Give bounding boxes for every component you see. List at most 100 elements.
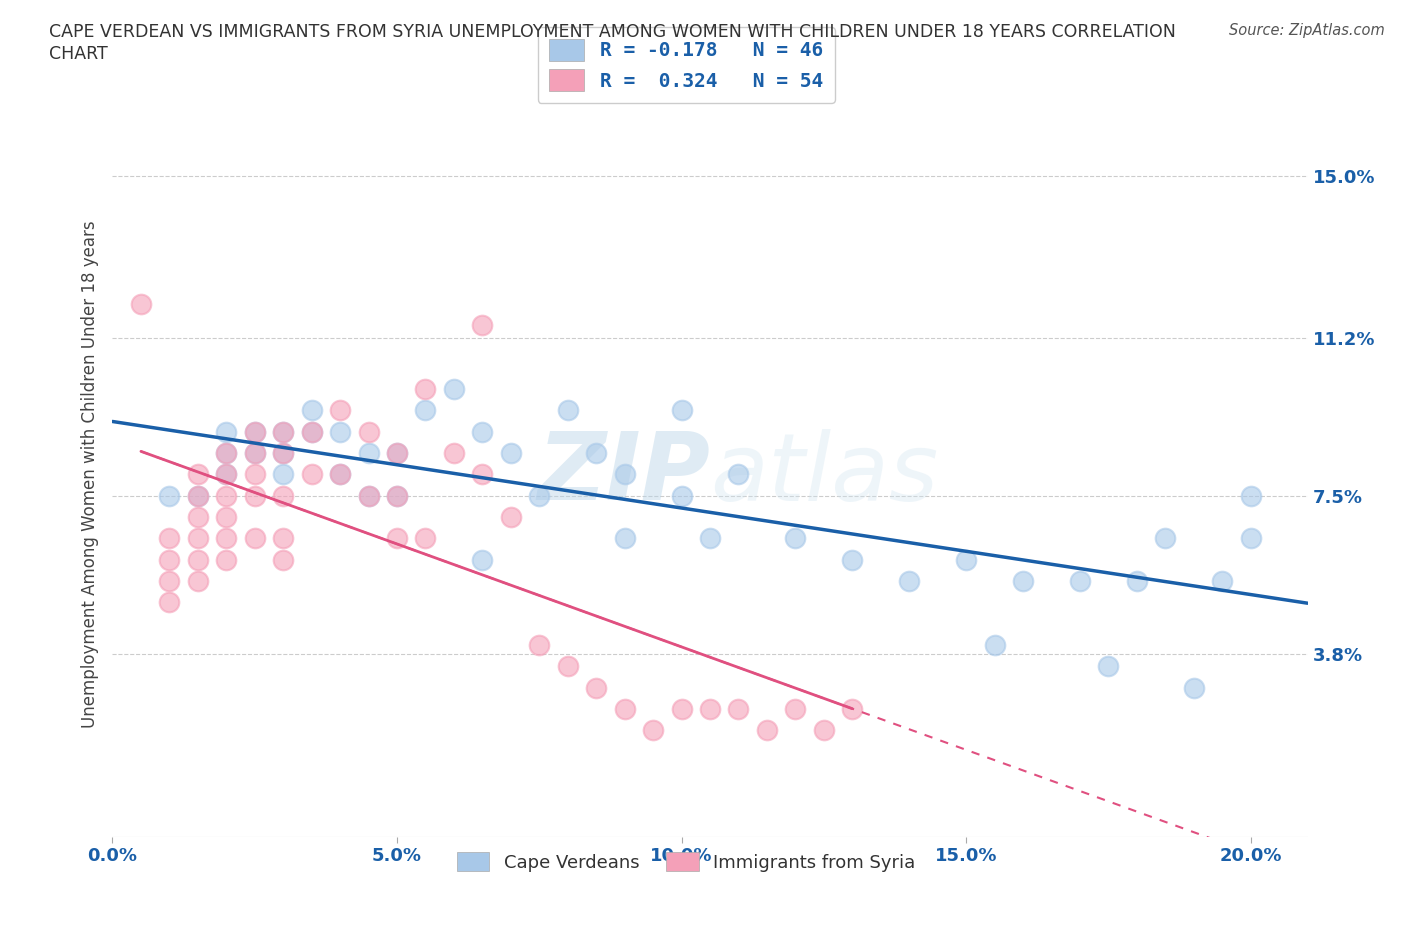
Point <box>415 531 437 546</box>
Point <box>529 638 551 653</box>
Point <box>1097 658 1119 673</box>
Point <box>499 445 522 460</box>
Point <box>613 467 636 482</box>
Point <box>585 680 607 695</box>
Point <box>271 552 294 567</box>
Legend: Cape Verdeans, Immigrants from Syria: Cape Verdeans, Immigrants from Syria <box>450 845 922 879</box>
Point <box>329 424 352 439</box>
Point <box>415 381 437 396</box>
Point <box>215 510 238 525</box>
Point <box>841 552 863 567</box>
Point <box>157 552 180 567</box>
Point <box>1126 574 1149 589</box>
Point <box>415 403 437 418</box>
Point <box>215 445 238 460</box>
Point <box>243 445 266 460</box>
Point <box>357 488 380 503</box>
Point <box>129 296 152 311</box>
Point <box>443 445 465 460</box>
Point <box>187 488 209 503</box>
Point <box>271 467 294 482</box>
Point <box>187 510 209 525</box>
Point <box>329 467 352 482</box>
Point <box>271 424 294 439</box>
Point <box>357 445 380 460</box>
Point <box>841 701 863 716</box>
Point <box>357 424 380 439</box>
Point <box>471 317 494 332</box>
Text: atlas: atlas <box>710 429 938 520</box>
Point <box>671 403 693 418</box>
Y-axis label: Unemployment Among Women with Children Under 18 years: Unemployment Among Women with Children U… <box>80 220 98 728</box>
Point <box>301 424 323 439</box>
Point <box>385 531 408 546</box>
Point <box>557 403 579 418</box>
Point <box>727 701 749 716</box>
Point <box>187 531 209 546</box>
Point <box>385 445 408 460</box>
Point <box>271 445 294 460</box>
Point <box>157 595 180 610</box>
Text: Source: ZipAtlas.com: Source: ZipAtlas.com <box>1229 23 1385 38</box>
Point <box>755 723 778 737</box>
Point <box>898 574 921 589</box>
Point <box>157 531 180 546</box>
Point <box>215 424 238 439</box>
Point <box>271 424 294 439</box>
Point <box>671 488 693 503</box>
Point <box>671 701 693 716</box>
Point <box>329 467 352 482</box>
Point <box>1240 531 1263 546</box>
Point <box>385 445 408 460</box>
Point <box>215 552 238 567</box>
Point <box>443 381 465 396</box>
Point <box>1154 531 1177 546</box>
Point <box>215 531 238 546</box>
Point <box>187 574 209 589</box>
Point <box>357 488 380 503</box>
Point <box>557 658 579 673</box>
Point <box>699 701 721 716</box>
Point <box>271 445 294 460</box>
Point <box>499 510 522 525</box>
Point <box>301 403 323 418</box>
Point <box>187 552 209 567</box>
Point <box>157 574 180 589</box>
Point <box>727 467 749 482</box>
Point <box>271 488 294 503</box>
Point <box>1240 488 1263 503</box>
Point <box>215 488 238 503</box>
Point <box>613 701 636 716</box>
Point <box>471 467 494 482</box>
Point <box>955 552 977 567</box>
Point <box>329 403 352 418</box>
Point <box>243 424 266 439</box>
Point <box>271 531 294 546</box>
Point <box>471 424 494 439</box>
Point <box>1211 574 1233 589</box>
Point <box>1069 574 1091 589</box>
Point <box>613 531 636 546</box>
Point <box>215 445 238 460</box>
Point <box>187 488 209 503</box>
Point <box>385 488 408 503</box>
Point <box>385 488 408 503</box>
Text: CHART: CHART <box>49 45 108 62</box>
Point <box>585 445 607 460</box>
Point <box>157 488 180 503</box>
Point <box>813 723 835 737</box>
Point <box>187 467 209 482</box>
Point <box>785 531 807 546</box>
Point <box>529 488 551 503</box>
Point <box>243 531 266 546</box>
Point <box>643 723 665 737</box>
Point <box>243 424 266 439</box>
Point <box>471 552 494 567</box>
Point <box>243 467 266 482</box>
Point <box>699 531 721 546</box>
Point <box>215 467 238 482</box>
Point <box>1012 574 1035 589</box>
Point <box>983 638 1005 653</box>
Text: CAPE VERDEAN VS IMMIGRANTS FROM SYRIA UNEMPLOYMENT AMONG WOMEN WITH CHILDREN UND: CAPE VERDEAN VS IMMIGRANTS FROM SYRIA UN… <box>49 23 1175 41</box>
Text: ZIP: ZIP <box>537 429 710 520</box>
